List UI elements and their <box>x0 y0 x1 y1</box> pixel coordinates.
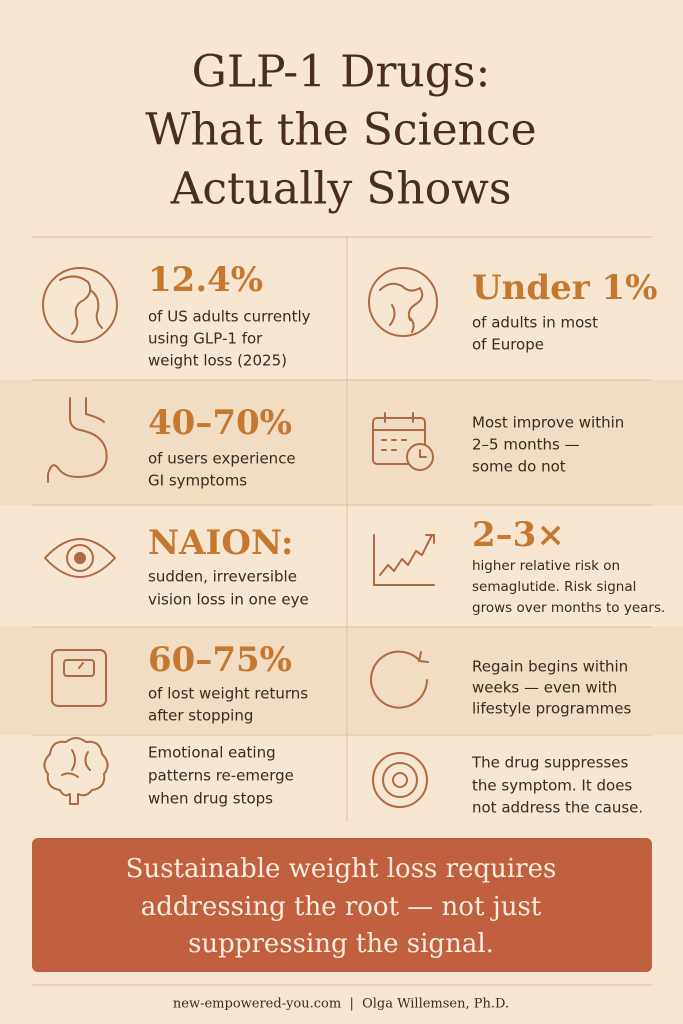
cell-text: 2–5 months — <box>472 436 580 454</box>
cell-text: patterns re-emerge <box>148 767 294 785</box>
footer: new-empowered-you.com | Olga Willemsen, … <box>173 997 509 1012</box>
cell-text: when drug stops <box>148 790 273 808</box>
cell-text: the symptom. It does <box>472 777 632 795</box>
globe-icon <box>42 267 118 343</box>
cycle-icon <box>370 650 429 709</box>
stat: 40–70% <box>148 403 292 443</box>
title-line: GLP-1 Drugs: <box>192 47 491 98</box>
banner-box <box>32 838 652 972</box>
scale-icon <box>51 649 107 707</box>
cell-text: of users experience <box>148 450 296 468</box>
title-line: What the Science <box>145 105 536 156</box>
cell-text: of adults in most <box>472 314 598 332</box>
cell-text: vision loss in one eye <box>148 591 309 609</box>
stomach-icon <box>47 397 108 483</box>
cell-text: of lost weight returns <box>148 685 308 703</box>
cell-text: semaglutide. Risk signal <box>472 579 636 595</box>
cell-text: not address the cause. <box>472 799 643 817</box>
cell-text: using GLP-1 for <box>148 330 263 348</box>
eye-icon <box>44 538 116 578</box>
row-shade <box>0 627 683 735</box>
cell-text: GI symptoms <box>148 472 247 490</box>
cell-text: The drug suppresses <box>471 754 628 772</box>
stat: 60–75% <box>148 640 292 680</box>
cell-text: Emotional eating <box>148 744 276 762</box>
cell-text: Most improve within <box>472 414 624 432</box>
banner-line: Sustainable weight loss requires <box>126 854 557 884</box>
stat: Under 1% <box>472 268 658 308</box>
cell-text: after stopping <box>148 707 253 725</box>
cell-text: sudden, irreversible <box>148 568 297 586</box>
row-shade <box>0 380 683 505</box>
cell-text: Regain begins within <box>472 658 628 676</box>
brain-icon <box>43 737 109 805</box>
title-line: Actually Shows <box>170 164 512 215</box>
cell-text: higher relative risk on <box>472 558 620 574</box>
grid-lines <box>32 236 652 986</box>
cell-text: weeks — even with <box>472 679 617 697</box>
cell-text: of Europe <box>472 336 544 354</box>
stat: 2–3× <box>472 515 565 555</box>
cell-text: weight loss (2025) <box>148 352 287 370</box>
target-icon <box>372 752 428 808</box>
europe-globe-icon <box>368 267 438 337</box>
cell-text: some do not <box>472 458 566 476</box>
banner-line: suppressing the signal. <box>188 929 494 959</box>
calendar-icon <box>372 412 434 471</box>
stat: NAION: <box>148 523 293 563</box>
stat: 12.4% <box>148 260 263 300</box>
chart-icon <box>373 534 435 586</box>
cell-text: lifestyle programmes <box>472 700 631 718</box>
cell-text: grows over months to years. <box>472 600 665 616</box>
banner-line: addressing the root — not just <box>141 892 542 922</box>
cell-text: of US adults currently <box>148 308 311 326</box>
